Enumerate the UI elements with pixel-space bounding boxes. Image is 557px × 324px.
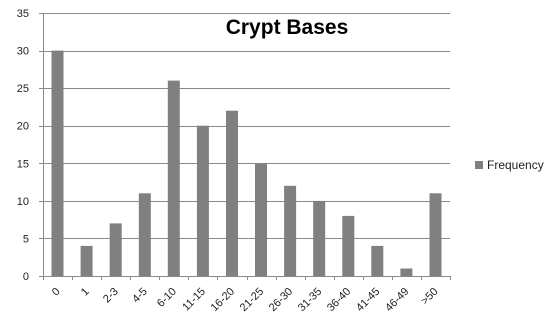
- bar-6-10: [167, 80, 180, 276]
- bar-11-15: [196, 125, 209, 276]
- bar-1: [80, 245, 93, 276]
- bar-2-3: [109, 223, 122, 276]
- legend-label: Frequency: [487, 158, 544, 172]
- y-tick-label: 35: [17, 8, 29, 20]
- x-tick-label: 16-20: [209, 286, 237, 314]
- legend-swatch: [475, 161, 483, 169]
- bar-4-5: [138, 193, 151, 276]
- x-tick-label: 11-15: [180, 286, 208, 314]
- x-tick-label: 6-10: [155, 286, 179, 310]
- x-axis-ticks: 0 1 2-3 4-5 6-10 11-15 16-20 21-25 26-30 31-35 36-…: [50, 286, 441, 314]
- chart-title: Crypt Bases: [226, 16, 349, 39]
- bar-31-35: [313, 200, 326, 276]
- x-tick-label: 26-30: [267, 286, 295, 314]
- y-tick-label: 20: [17, 121, 29, 133]
- bars: [51, 50, 442, 276]
- x-tick-label: 4-5: [130, 286, 150, 306]
- bar-36-40: [342, 215, 355, 276]
- legend: Frequency: [475, 158, 544, 172]
- x-tick-label: 41-45: [354, 286, 382, 314]
- y-tick-label: 25: [17, 83, 29, 95]
- x-tick-label: 36-40: [325, 286, 353, 314]
- axes: [39, 13, 451, 280]
- bar-41-45: [371, 245, 384, 276]
- x-tick-label: 0: [50, 286, 63, 299]
- bar-46-49: [400, 268, 413, 276]
- y-tick-label: 5: [23, 233, 29, 245]
- x-tick-label: 2-3: [101, 286, 121, 306]
- y-axis-ticks: 0 5 10 15 20 25 30 35: [17, 8, 29, 283]
- y-tick-label: 15: [17, 158, 29, 170]
- x-tick-label: 46-49: [383, 286, 411, 314]
- x-tick-label: 1: [79, 286, 92, 299]
- y-tick-label: 0: [23, 271, 29, 283]
- y-tick-label: 10: [17, 196, 29, 208]
- x-tick-label: >50: [419, 286, 441, 308]
- y-tick-label: 30: [17, 46, 29, 58]
- bar-21-25: [255, 163, 267, 276]
- bar-16-20: [226, 110, 238, 276]
- x-tick-label: 31-35: [296, 286, 324, 314]
- gridlines: [43, 13, 450, 239]
- bar-26-30: [284, 185, 297, 276]
- x-tick-label: 21-25: [238, 286, 266, 314]
- bar->50: [429, 193, 442, 276]
- bar-0: [51, 50, 64, 276]
